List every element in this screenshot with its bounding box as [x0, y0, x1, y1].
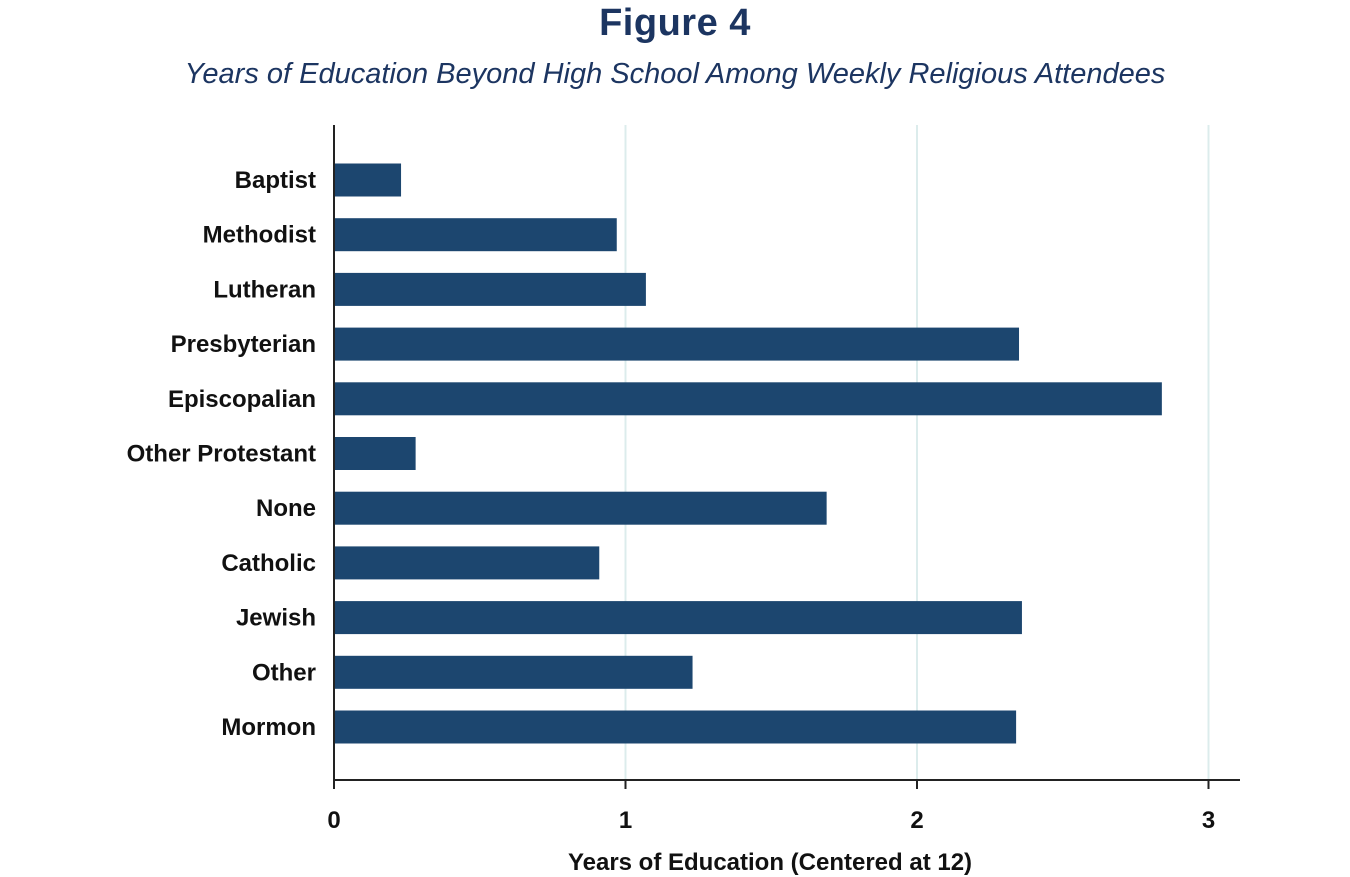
- category-label-other-protestant: Other Protestant: [127, 441, 316, 468]
- category-label-catholic: Catholic: [221, 550, 316, 577]
- category-label-other: Other: [252, 659, 316, 686]
- category-label-methodist: Methodist: [203, 222, 316, 249]
- x-tick-label-2: 2: [910, 807, 923, 834]
- bar-none: [334, 491, 827, 525]
- bars: [334, 163, 1162, 744]
- category-labels: Baptist Methodist Lutheran Presbyterian Epis…: [127, 167, 316, 741]
- tick-labels: 0 1 2 3: [327, 807, 1215, 834]
- bar-methodist: [334, 218, 617, 252]
- x-tick-label-1: 1: [619, 807, 632, 834]
- category-label-baptist: Baptist: [235, 167, 316, 194]
- x-tick-label-0: 0: [327, 807, 340, 834]
- category-label-episcopalian: Episcopalian: [168, 386, 316, 413]
- category-label-presbyterian: Presbyterian: [171, 331, 316, 358]
- bar-jewish: [334, 601, 1022, 635]
- x-tick-label-3: 3: [1202, 807, 1215, 834]
- chart-subtitle: Years of Education Beyond High School Am…: [184, 58, 1166, 90]
- bar-mormon: [334, 710, 1017, 744]
- bar-episcopalian: [334, 382, 1162, 416]
- category-label-none: None: [256, 495, 316, 522]
- gridlines: [624, 125, 1210, 780]
- category-label-mormon: Mormon: [221, 714, 316, 741]
- x-axis-title: Years of Education (Centered at 12): [568, 849, 972, 876]
- bar-other: [334, 655, 693, 689]
- bar-presbyterian: [334, 327, 1020, 361]
- bar-catholic: [334, 546, 600, 580]
- bar-baptist: [334, 163, 402, 197]
- chart-title: Figure 4: [599, 2, 751, 44]
- category-label-jewish: Jewish: [236, 605, 316, 632]
- axes: [333, 125, 1240, 789]
- bar-other-protestant: [334, 437, 416, 470]
- category-label-lutheran: Lutheran: [213, 276, 316, 303]
- bar-lutheran: [334, 272, 646, 306]
